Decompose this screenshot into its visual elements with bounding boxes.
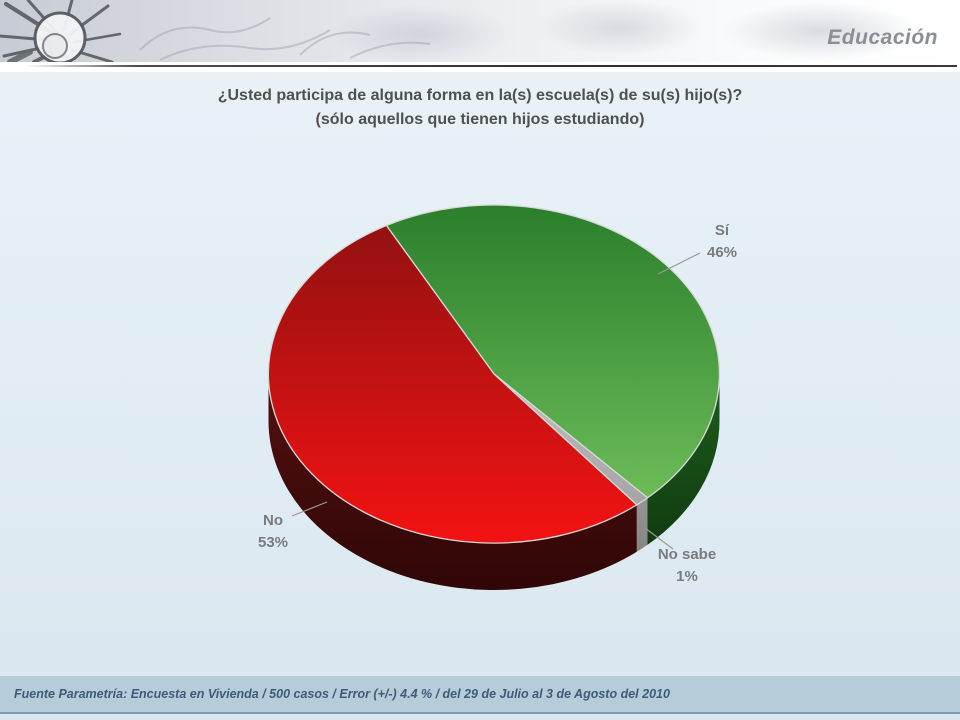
leader-line-no	[291, 501, 328, 517]
header-photo	[0, 0, 960, 62]
footer: Fuente Parametría: Encuesta en Vivienda …	[0, 676, 960, 720]
pie-label-si-name: Sí	[714, 222, 730, 239]
pie-slice-2	[267, 224, 638, 544]
chart-title-line2: (sólo aquellos que tienen hijos estudian…	[315, 111, 645, 128]
header-divider	[24, 65, 957, 67]
pie-slices	[267, 204, 721, 591]
pie-chart	[267, 204, 721, 591]
header: Educación	[0, 0, 960, 72]
chart-title: ¿Usted participa de alguna forma en la(s…	[0, 84, 960, 132]
chart-title-line1: ¿Usted participa de alguna forma en la(s…	[217, 87, 743, 104]
pie-wall-1	[636, 497, 648, 552]
pie-label-no-sabe-value: 1%	[676, 568, 698, 585]
pie-label-no-name: No	[263, 512, 283, 529]
source-text: Fuente Parametría: Encuesta en Vivienda …	[14, 687, 670, 701]
pie-wall-2	[268, 374, 637, 591]
section-title: Educación	[827, 26, 938, 49]
leader-line-no-sabe	[644, 527, 674, 550]
pie-label-no-value: 53%	[257, 534, 289, 551]
footer-band: Fuente Parametría: Encuesta en Vivienda …	[0, 676, 960, 714]
pie-slice-0	[385, 204, 721, 499]
pie-label-no-sabe-name: No sabe	[657, 546, 717, 563]
leader-line-si	[657, 252, 701, 275]
pie-label-si: Sí 46%	[672, 220, 772, 264]
pie-label-no: No 53%	[223, 510, 323, 554]
pie-wall-0	[647, 374, 720, 545]
pie-label-no-sabe: No sabe 1%	[632, 544, 742, 588]
pie-label-si-value: 46%	[706, 244, 738, 261]
leader-lines	[291, 252, 701, 550]
dandelion-photo-icon	[0, 0, 431, 62]
